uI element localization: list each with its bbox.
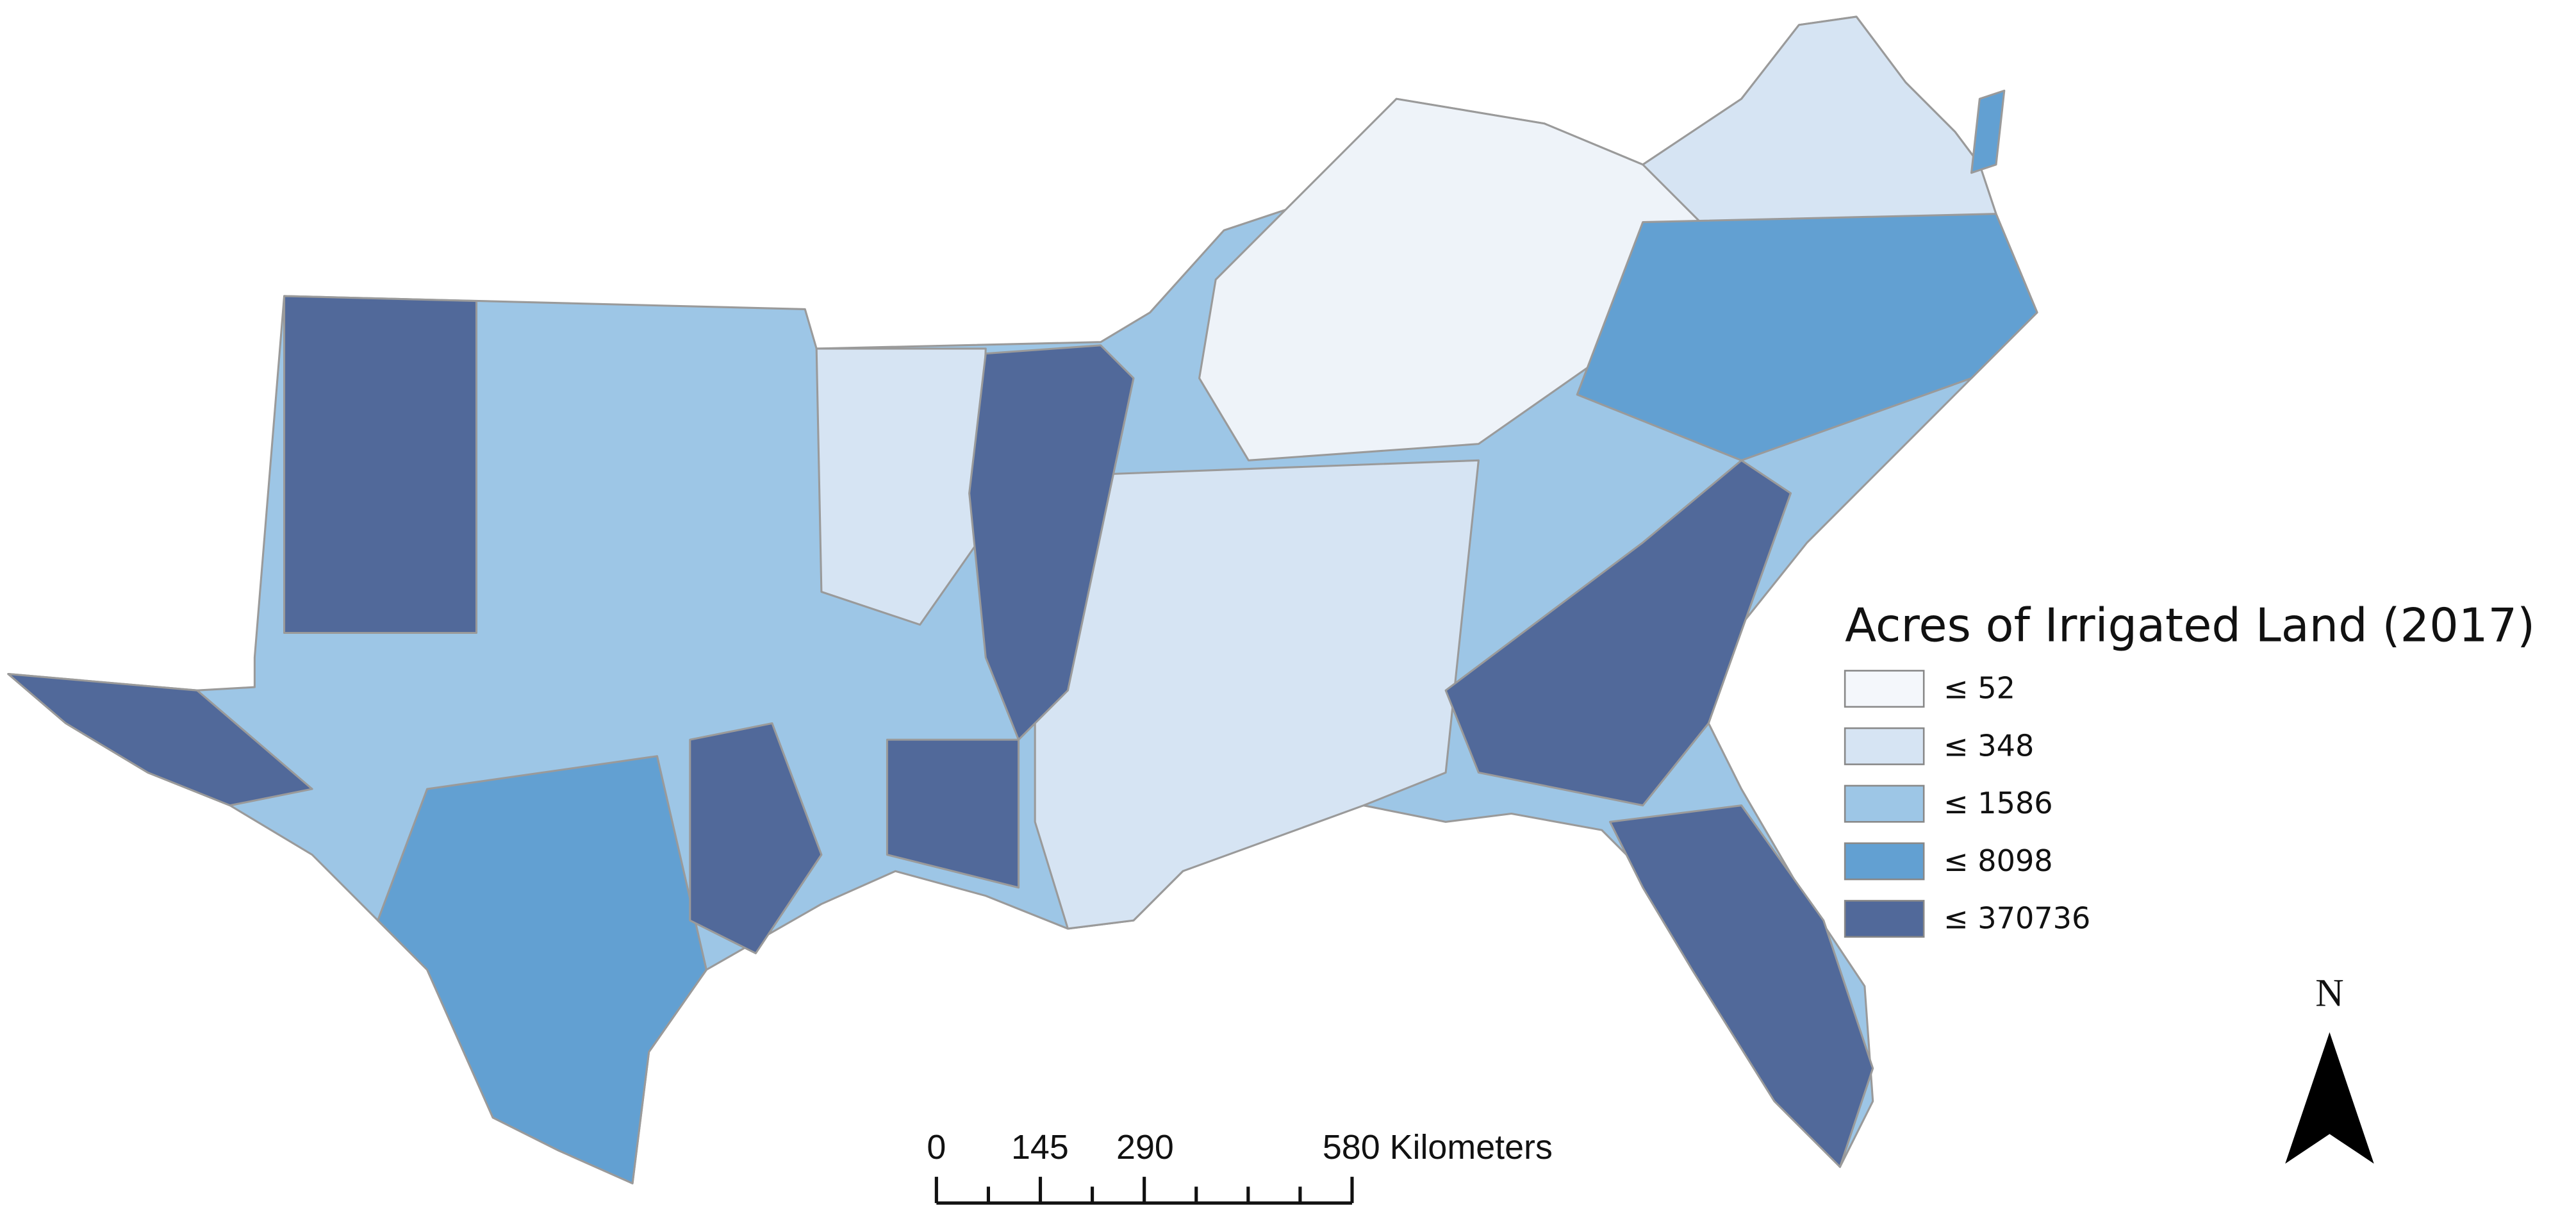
region-delmarva: [1970, 89, 2006, 174]
legend-swatch: [1844, 670, 1925, 708]
north-arrow: N: [2285, 971, 2374, 1164]
north-arrow-shape: [2285, 1032, 2374, 1164]
region-la-south: [886, 738, 1020, 889]
scale-label: 145: [1011, 1128, 1069, 1166]
legend-swatch: [1844, 727, 1925, 765]
region-panhandle: [283, 295, 478, 635]
region-tx-coast: [689, 722, 823, 954]
scale-label: 580 Kilometers: [1323, 1128, 1553, 1166]
region-ar-north: [815, 347, 987, 626]
legend-swatch: [1844, 784, 1925, 823]
region-delta: [968, 344, 1135, 741]
legend-swatch: [1844, 900, 1925, 938]
scale-label: 0: [927, 1128, 946, 1166]
scale-bar: 0 145 290 580 Kilometers: [927, 1128, 1553, 1205]
scale-label: 290: [1116, 1128, 1174, 1166]
legend-label: ≤ 8098: [1944, 843, 2053, 878]
region-fl: [1608, 804, 1874, 1168]
region-west-tx: [7, 673, 313, 807]
legend-label: ≤ 370736: [1944, 901, 2090, 936]
legend-swatch: [1844, 842, 1925, 881]
legend-title: Acres of Irrigated Land (2017): [1845, 598, 2535, 652]
region-ga: [1444, 459, 1792, 807]
legend-label: ≤ 52: [1944, 671, 2015, 706]
legend-label: ≤ 348: [1944, 728, 2034, 763]
legend-label: ≤ 1586: [1944, 786, 2053, 820]
counties-map: [7, 15, 2038, 1184]
region-ms-al: [1034, 459, 1480, 930]
region-nc: [1576, 213, 2038, 461]
legend: Acres of Irrigated Land (2017) ≤ 52 ≤ 348…: [1844, 598, 2535, 938]
north-label: N: [2315, 971, 2343, 1015]
region-south-tx: [377, 755, 707, 1184]
